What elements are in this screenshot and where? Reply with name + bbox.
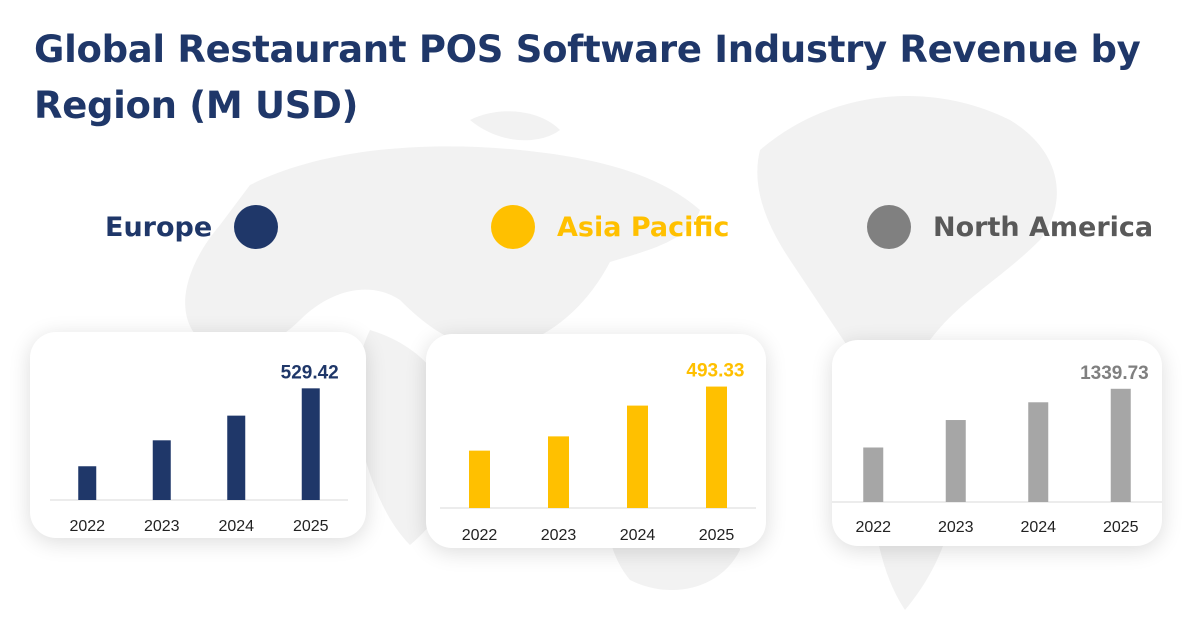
bar-chart-asia-pacific: 2022 2023 2024 2025 493.33 [440, 361, 756, 544]
x-tick-label: 2024 [1020, 519, 1056, 536]
legend-asia-pacific: Asia Pacific [491, 203, 729, 251]
chart-title: Global Restaurant POS Software Industry … [34, 28, 1141, 127]
x-tick-label: 2024 [620, 527, 656, 544]
legend-dot-north-america [867, 205, 911, 249]
chart-card-north-america: 2022 2023 2024 2025 1339.73 [832, 340, 1162, 546]
data-label-europe: 529.42 [281, 362, 339, 383]
legend-dot-asia-pacific [491, 205, 535, 249]
bar-north-america-2024 [1028, 402, 1049, 502]
bar-north-america-2023 [945, 420, 966, 502]
legend-dot-europe [234, 205, 279, 249]
x-tick-label: 2025 [1103, 519, 1139, 536]
x-tick-label: 2023 [541, 527, 577, 544]
legend-label-asia-pacific: Asia Pacific [557, 211, 730, 243]
bar-asia-pacific-2024 [627, 405, 648, 508]
bar-europe-2023 [152, 440, 171, 500]
x-tick-label: 2022 [69, 518, 105, 535]
bar-north-america-2022 [863, 447, 884, 502]
chart-card-europe: 2022 2023 2024 2025 529.42 [30, 332, 366, 538]
bar-europe-2024 [227, 415, 246, 500]
chart-card-asia-pacific: 2022 2023 2024 2025 493.33 [426, 334, 766, 548]
data-label-asia-pacific: 493.33 [686, 361, 744, 382]
x-tick-label: 2022 [855, 519, 891, 536]
data-label-north-america: 1339.73 [1080, 363, 1149, 384]
bar-europe-2022 [78, 466, 97, 500]
bar-asia-pacific-2023 [548, 436, 569, 508]
legend-europe: Europe [105, 203, 279, 251]
x-tick-label: 2023 [938, 519, 974, 536]
legend-label-north-america: North America [933, 211, 1154, 243]
bar-chart-north-america: 2022 2023 2024 2025 1339.73 [832, 363, 1162, 536]
bar-chart-europe: 2022 2023 2024 2025 529.42 [50, 362, 348, 535]
x-tick-label: 2024 [218, 518, 254, 535]
legend-north-america: North America [867, 203, 1153, 251]
bar-asia-pacific-2025 [706, 386, 727, 508]
bar-asia-pacific-2022 [469, 450, 490, 508]
bar-europe-2025 [301, 388, 320, 500]
x-tick-label: 2025 [293, 518, 329, 535]
legend-label-europe: Europe [105, 211, 213, 243]
x-tick-label: 2022 [462, 527, 498, 544]
bar-north-america-2025 [1110, 388, 1131, 502]
x-tick-label: 2025 [699, 527, 735, 544]
x-tick-label: 2023 [144, 518, 180, 535]
